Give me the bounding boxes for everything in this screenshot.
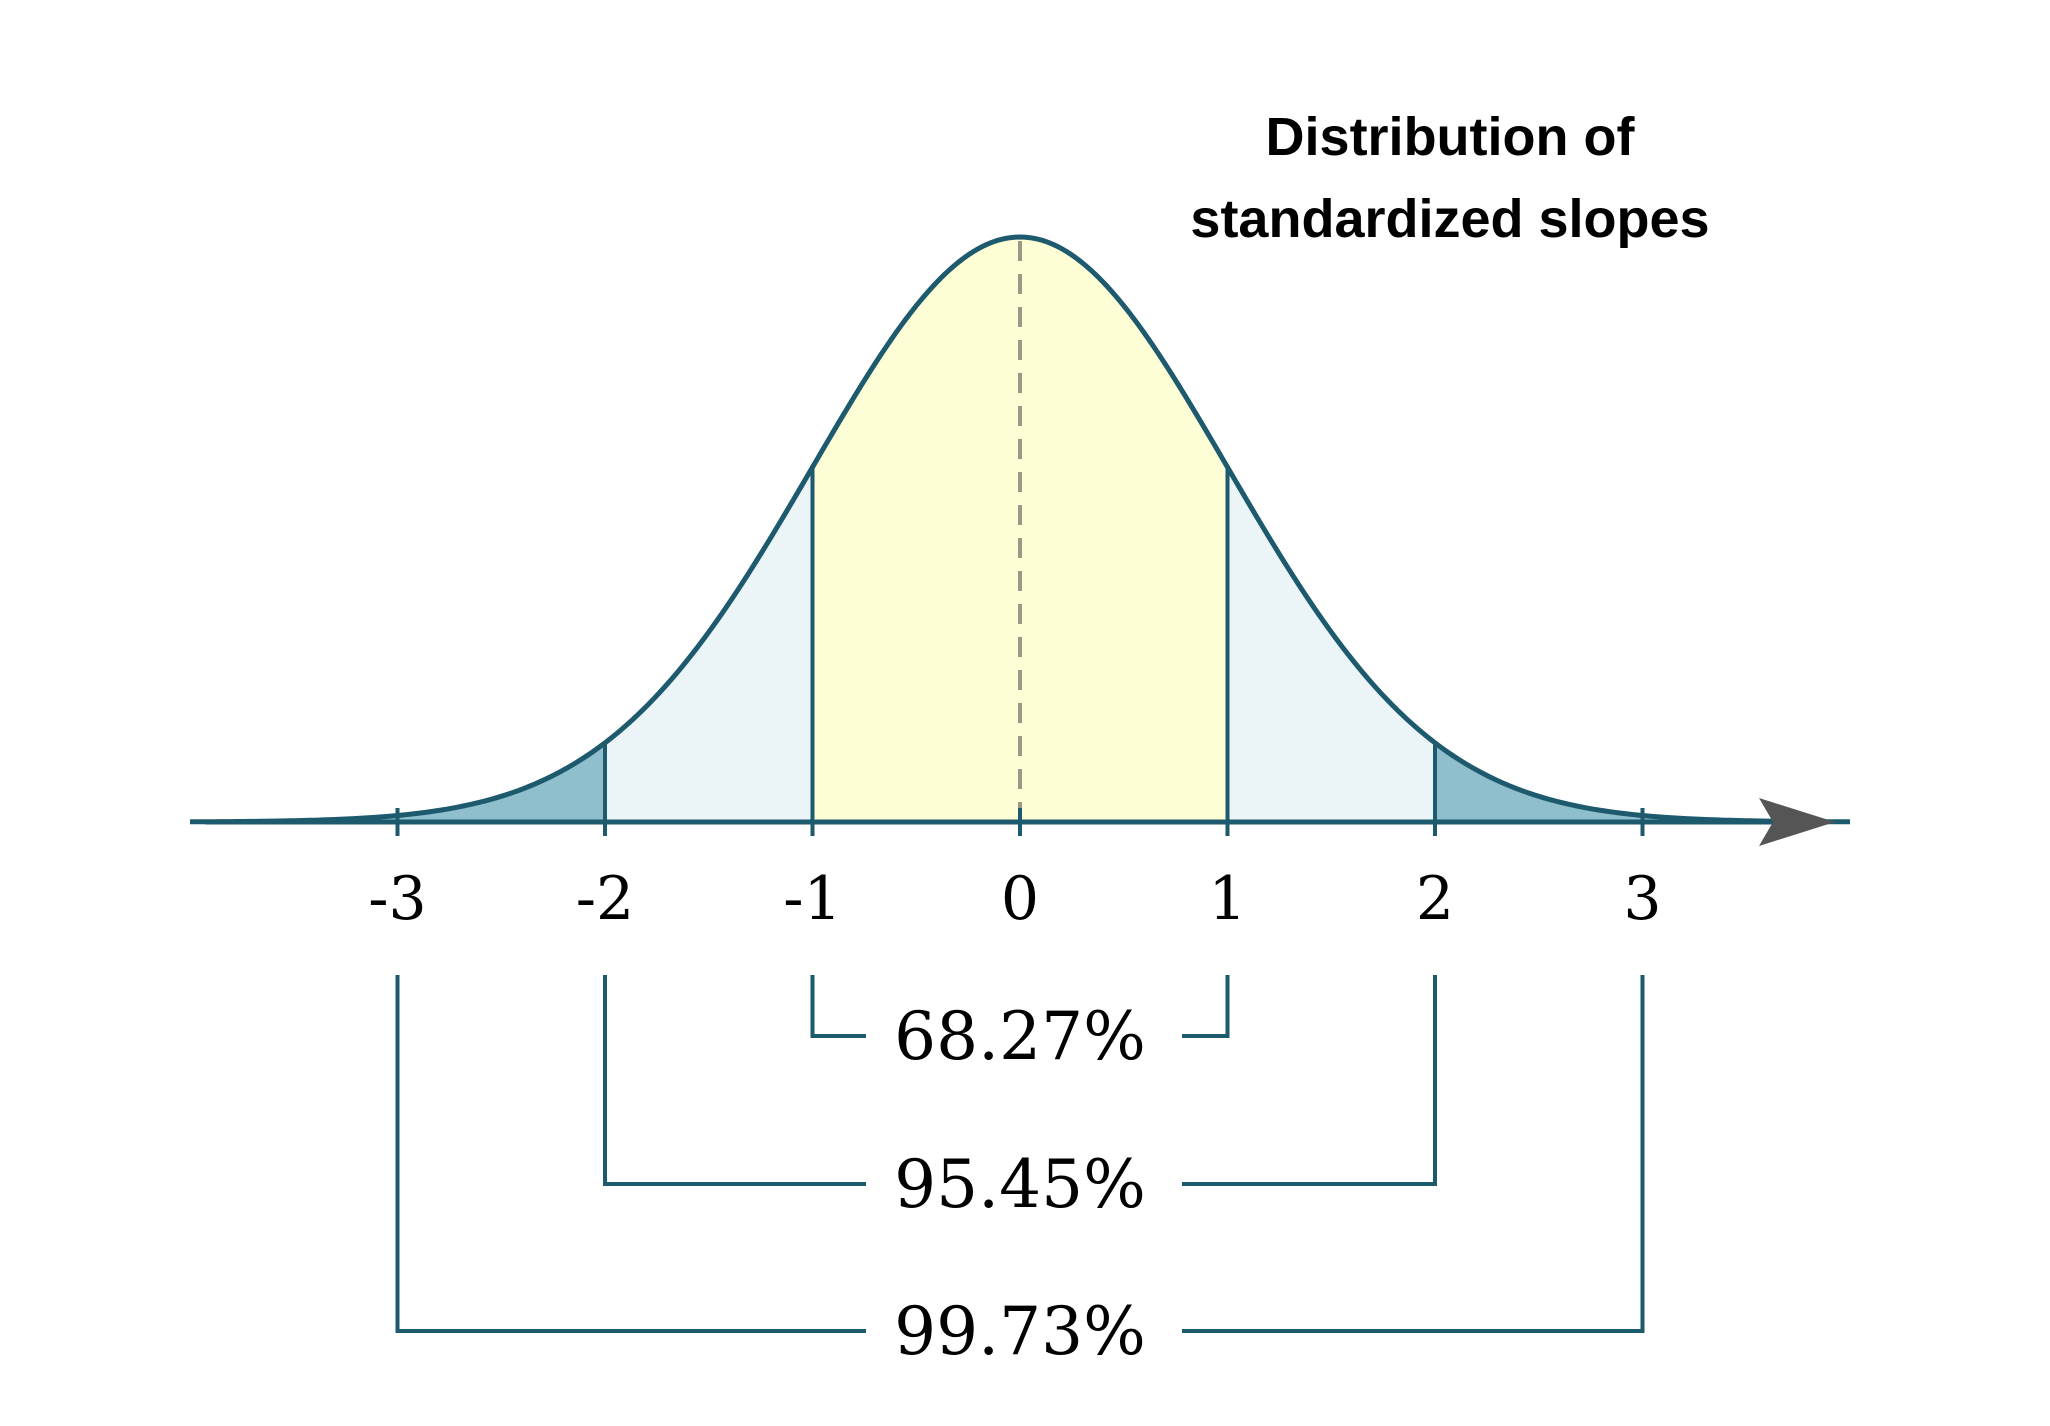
x-tick-label: -3 [368, 864, 426, 934]
bracket-right [1182, 975, 1230, 1038]
chart-title: Distribution of standardized slopes [1190, 107, 1709, 249]
x-axis-arrow-icon [1759, 798, 1835, 846]
bracket-right [1182, 975, 1437, 1186]
chart-title-line-2: standardized slopes [1190, 189, 1709, 249]
bracket-left [810, 975, 866, 1038]
x-tick-label: 2 [1416, 864, 1454, 934]
interval-percent-label: 95.45% [894, 1146, 1146, 1223]
density-curve [189, 234, 1851, 825]
left-tail-area [190, 742, 605, 822]
curve-group [189, 234, 1851, 825]
x-ticks: -3 -2 -1 0 1 2 3 [368, 808, 1662, 934]
interval-percent-label: 99.73% [894, 1293, 1146, 1370]
x-axis [205, 798, 1835, 846]
bracket-right [1182, 975, 1645, 1333]
center-area [812, 237, 1228, 822]
x-tick-label: -1 [783, 864, 841, 934]
x-tick-label: 0 [1001, 864, 1039, 934]
interval-brackets: 68.27% 95.45% 99.73% [395, 975, 1645, 1370]
right-tail-area [1435, 742, 1850, 822]
interval-percent-label: 68.27% [894, 998, 1146, 1075]
chart-title-line-1: Distribution of [1266, 107, 1636, 167]
x-tick-label: 3 [1623, 864, 1661, 934]
bracket-left [395, 975, 866, 1333]
x-tick-label: 1 [1208, 864, 1246, 934]
bracket-left [603, 975, 866, 1186]
x-tick-label: -2 [576, 864, 634, 934]
